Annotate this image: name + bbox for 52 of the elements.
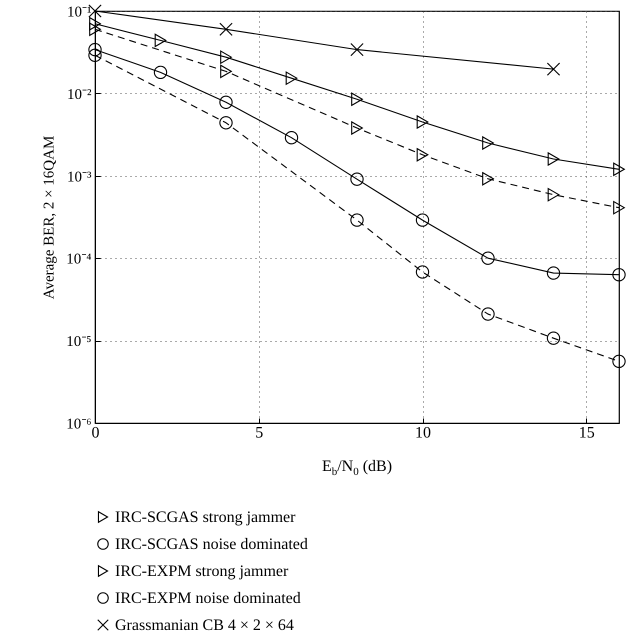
- point: [219, 96, 233, 109]
- point: [416, 213, 430, 227]
- x-tick-label: 10: [415, 424, 431, 442]
- point: [154, 34, 166, 48]
- point: [481, 252, 495, 265]
- point: [284, 131, 298, 144]
- y-tick-label: 10⁻⁶: [66, 416, 92, 432]
- point: [416, 265, 430, 279]
- legend-label: Grassmanian CB 4 × 2 × 64: [115, 617, 294, 634]
- x-tick-label: 5: [255, 424, 264, 442]
- point: [351, 92, 363, 106]
- point: [482, 136, 494, 150]
- point: [219, 22, 233, 36]
- point: [546, 266, 560, 280]
- x-tick-label: 15: [578, 424, 595, 442]
- point: [416, 148, 428, 162]
- y-axis-title: Average BER, 2 × 16QAM: [41, 136, 58, 300]
- point: [350, 213, 364, 227]
- point: [350, 172, 364, 186]
- point: [154, 66, 168, 80]
- x-tick-label: 0: [92, 424, 100, 442]
- point: [546, 62, 560, 76]
- y-tick-label: 10⁻⁵: [66, 334, 92, 350]
- point: [416, 115, 428, 129]
- point: [548, 188, 560, 202]
- point: [482, 172, 494, 186]
- y-tick-label: 10⁻²: [67, 86, 92, 103]
- x-axis-title: E$_{b}$/N$_{0}$ (dB): [320, 458, 394, 478]
- legend-label: IRC-EXPM noise dominated: [115, 590, 301, 607]
- y-tick-label: 10⁻¹: [67, 4, 92, 20]
- legend-label: IRC-SCGAS strong jammer: [115, 509, 296, 526]
- point: [612, 354, 626, 368]
- point: [88, 42, 102, 56]
- point: [612, 268, 626, 282]
- point: [286, 72, 298, 85]
- point: [219, 116, 233, 130]
- legend-label: IRC-SCGAS noise dominated: [115, 536, 308, 553]
- point: [546, 332, 560, 345]
- y-tick-label: 10⁻⁴: [66, 252, 92, 268]
- point: [350, 42, 364, 56]
- point: [613, 162, 625, 176]
- point: [88, 48, 102, 62]
- point: [481, 307, 495, 321]
- point: [613, 201, 625, 214]
- y-tick-label: 10⁻³: [67, 169, 92, 186]
- point: [220, 50, 232, 64]
- point: [89, 22, 101, 36]
- point: [220, 64, 232, 78]
- point: [89, 17, 101, 30]
- legend-label: IRC-EXPM strong jammer: [115, 563, 289, 580]
- point: [548, 152, 560, 166]
- point: [351, 121, 363, 135]
